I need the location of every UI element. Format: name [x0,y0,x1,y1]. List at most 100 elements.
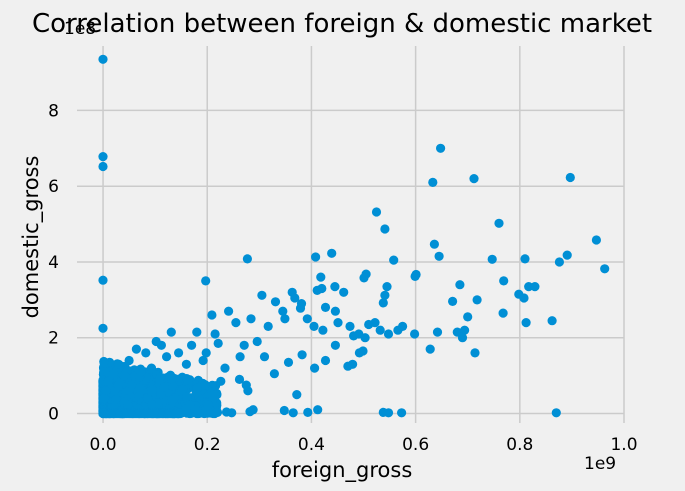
data-point [167,395,178,405]
data-point [141,348,151,358]
y-tick-label: 4 [48,253,59,273]
data-point [192,383,202,393]
data-point [235,352,245,362]
data-point [410,271,420,281]
data-point [242,254,252,264]
data-point [207,310,217,320]
data-point [436,143,446,153]
data-point [343,361,353,371]
data-point [174,348,184,358]
data-point [600,264,610,274]
data-point [203,400,213,410]
x-tick-label: 1.0 [610,435,637,455]
data-point [99,357,109,367]
data-point [279,405,289,416]
data-point [432,327,443,337]
y-offset-label: 1e8 [64,19,96,39]
data-point [201,276,211,286]
data-point [263,321,273,331]
x-tick-label: 0.6 [402,435,429,455]
data-point [316,272,326,282]
data-point [370,318,380,328]
data-point [565,172,575,183]
x-tick-labels: 0.0 0.2 0.4 0.6 0.8 1.0 [90,435,638,455]
data-point [311,252,321,262]
data-point [98,54,108,64]
x-tick-label: 0.8 [506,435,533,455]
data-point [183,375,193,385]
y-tick-label: 8 [48,101,59,121]
data-point [210,329,220,339]
data-point [297,350,307,360]
x-tick-label: 0.0 [90,435,117,455]
data-point [310,363,320,373]
data-point [318,325,328,335]
data-point [309,321,319,331]
y-tick-labels: 0 2 4 6 8 [48,101,59,424]
data-point [330,306,340,316]
data-points [98,54,610,419]
data-point [239,340,249,350]
data-point [519,293,529,303]
data-point [320,355,331,366]
data-point [187,340,197,350]
x-offset-label: 1e9 [584,454,616,474]
data-point [119,371,129,381]
data-point [115,377,125,387]
data-point [175,408,185,419]
y-tick-label: 6 [48,177,59,197]
data-point [463,312,473,322]
data-point [123,400,133,410]
data-point [554,257,565,267]
data-point [246,314,256,324]
data-point [99,393,109,403]
data-point [252,336,262,347]
data-point [234,374,245,384]
data-point [98,152,108,162]
data-point [147,400,157,410]
data-point [591,235,602,245]
data-point [547,316,557,326]
data-point [167,381,177,391]
data-point [371,207,382,217]
data-point [288,408,298,418]
data-point [127,380,137,390]
data-point [124,355,134,366]
data-point [134,383,144,394]
data-point [521,318,531,328]
data-point [429,239,439,249]
data-point [185,400,195,410]
data-point [312,285,322,295]
data-point [146,363,157,373]
data-point [499,276,509,286]
data-point [380,224,390,234]
data-point [457,333,468,343]
data-point [269,369,279,379]
data-point [231,318,241,328]
data-point [383,408,394,418]
data-point [181,359,191,369]
data-point [114,359,124,369]
data-point [212,407,222,417]
data-point [339,287,349,297]
data-point [182,392,192,402]
data-point [562,250,572,260]
data-point [216,376,226,386]
data-point [380,290,390,300]
data-point [103,376,113,386]
data-point [378,298,388,308]
data-point [200,380,210,390]
data-point [98,323,108,333]
data-point [259,352,270,362]
x-tick-label: 0.4 [298,435,325,455]
data-point [248,405,258,415]
data-point [295,303,306,313]
data-point [280,314,290,324]
data-point [177,384,188,394]
data-point [221,407,232,417]
data-point [327,248,337,258]
data-point [487,254,497,264]
data-point [147,385,157,395]
data-point [303,407,313,417]
data-point [209,390,219,400]
